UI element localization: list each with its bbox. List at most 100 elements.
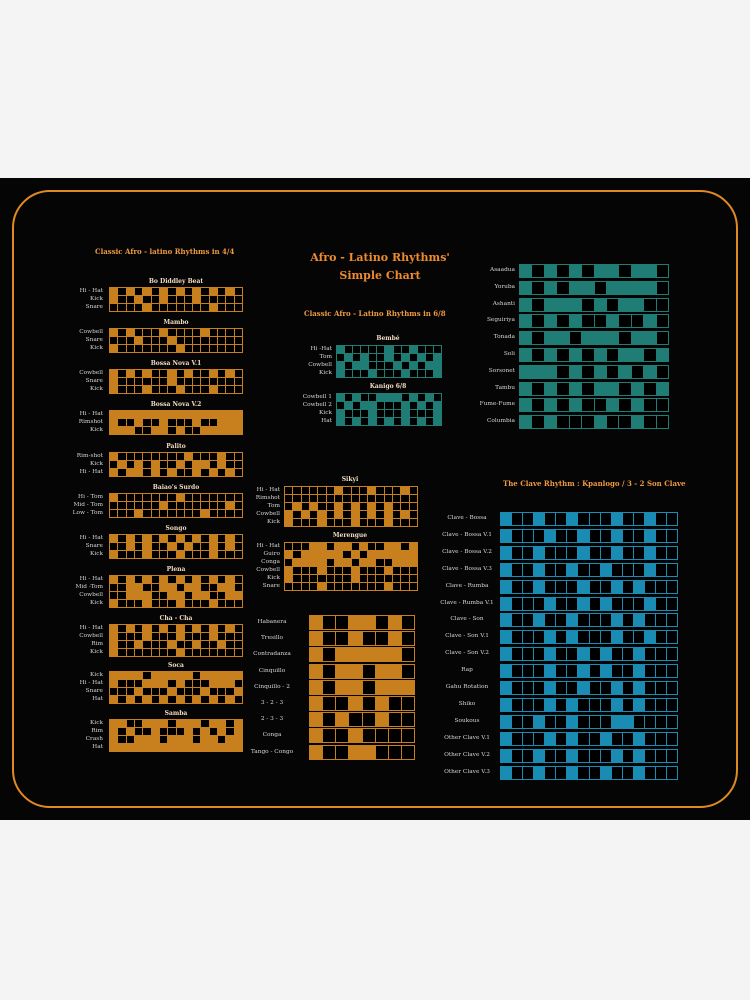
- beat-off-cell: [293, 575, 301, 582]
- beat-on-cell: [143, 592, 151, 599]
- beat-off-cell: [293, 543, 301, 550]
- beat-on-cell: [362, 648, 375, 662]
- beat-on-cell: [611, 715, 622, 728]
- beat-off-cell: [377, 354, 385, 361]
- grid-title: Cha - Cha: [159, 615, 193, 622]
- beat-off-cell: [159, 304, 168, 311]
- beat-off-cell: [655, 648, 666, 661]
- beat-on-cell: [209, 551, 218, 558]
- beat-off-cell: [343, 567, 351, 574]
- beat-off-cell: [201, 551, 209, 558]
- beat-on-cell: [209, 543, 218, 550]
- beat-off-cell: [512, 648, 523, 661]
- beat-on-cell: [209, 680, 218, 687]
- beat-off-cell: [666, 597, 677, 610]
- beat-on-cell: [417, 402, 425, 409]
- beat-off-cell: [323, 729, 336, 743]
- beat-off-cell: [201, 370, 209, 377]
- beat-off-cell: [134, 386, 143, 393]
- beat-on-cell: [110, 641, 118, 648]
- beat-off-cell: [184, 641, 193, 648]
- beat-on-cell: [159, 625, 168, 632]
- beat-off-cell: [351, 487, 359, 494]
- beat-off-cell: [201, 633, 209, 640]
- beat-on-cell: [501, 648, 512, 661]
- beat-off-cell: [301, 575, 309, 582]
- beat-off-cell: [655, 732, 666, 745]
- beat-on-cell: [310, 632, 323, 646]
- beat-off-cell: [143, 510, 151, 517]
- beat-on-cell: [301, 559, 309, 566]
- beat-off-cell: [176, 543, 184, 550]
- rhythm-label: Tonada: [493, 334, 515, 341]
- beat-on-cell: [569, 382, 582, 395]
- beat-off-cell: [545, 749, 556, 762]
- beat-off-cell: [118, 543, 126, 550]
- beat-off-cell: [336, 729, 349, 743]
- beat-off-cell: [218, 494, 226, 501]
- beat-off-cell: [556, 682, 567, 694]
- beat-on-cell: [218, 744, 226, 751]
- instrument-label: Hi - Hat: [79, 469, 103, 475]
- beat-off-cell: [301, 487, 309, 494]
- beat-on-cell: [134, 744, 143, 751]
- beat-on-cell: [226, 419, 234, 426]
- beat-on-cell: [218, 453, 226, 460]
- beat-off-cell: [633, 513, 644, 525]
- beat-on-cell: [557, 298, 569, 311]
- beat-off-cell: [345, 410, 353, 417]
- beat-off-cell: [567, 546, 578, 559]
- beat-off-cell: [201, 696, 209, 703]
- beat-off-cell: [151, 329, 159, 336]
- beat-off-cell: [151, 641, 159, 648]
- beat-off-cell: [523, 665, 534, 678]
- beat-off-cell: [143, 688, 151, 695]
- beat-off-cell: [362, 713, 375, 727]
- beat-off-cell: [159, 688, 168, 695]
- beat-on-cell: [384, 519, 393, 526]
- beat-on-cell: [110, 736, 118, 743]
- beat-off-cell: [118, 592, 126, 599]
- beat-off-cell: [666, 715, 677, 728]
- beat-off-cell: [168, 427, 176, 434]
- beat-off-cell: [151, 535, 159, 542]
- beat-off-cell: [151, 345, 159, 352]
- beat-off-cell: [401, 519, 409, 526]
- beat-on-cell: [176, 633, 184, 640]
- beat-on-cell: [594, 265, 606, 277]
- rhythm-bar: [519, 331, 669, 346]
- beat-off-cell: [600, 513, 611, 525]
- rhythm-label: Yoruba: [494, 283, 515, 290]
- beat-on-cell: [110, 744, 118, 751]
- beat-off-cell: [336, 745, 349, 759]
- beat-on-cell: [159, 411, 168, 418]
- beat-off-cell: [362, 680, 375, 694]
- beat-off-cell: [184, 329, 193, 336]
- clave-bar: [500, 596, 678, 611]
- beat-on-cell: [110, 386, 118, 393]
- beat-on-cell: [318, 583, 326, 590]
- beat-on-cell: [293, 559, 301, 566]
- beat-off-cell: [353, 346, 361, 353]
- beat-off-cell: [134, 378, 143, 385]
- beat-on-cell: [520, 298, 532, 311]
- beat-on-cell: [226, 672, 234, 679]
- beat-on-cell: [534, 715, 545, 728]
- beat-off-cell: [218, 288, 226, 295]
- beat-on-cell: [134, 510, 143, 517]
- beat-on-cell: [110, 469, 118, 476]
- beat-on-cell: [176, 411, 184, 418]
- beat-off-cell: [234, 543, 242, 550]
- rhythm-bar: [309, 712, 415, 728]
- beat-off-cell: [151, 592, 159, 599]
- beat-off-cell: [201, 584, 209, 591]
- beat-on-cell: [159, 288, 168, 295]
- beat-on-cell: [569, 399, 582, 412]
- grid-title: Baiao's Surdo: [152, 484, 200, 491]
- beat-off-cell: [234, 296, 242, 303]
- beat-on-cell: [545, 529, 556, 542]
- beat-off-cell: [433, 346, 441, 353]
- beat-off-cell: [159, 469, 168, 476]
- beat-off-cell: [168, 345, 176, 352]
- grid-title: Plena: [166, 566, 186, 573]
